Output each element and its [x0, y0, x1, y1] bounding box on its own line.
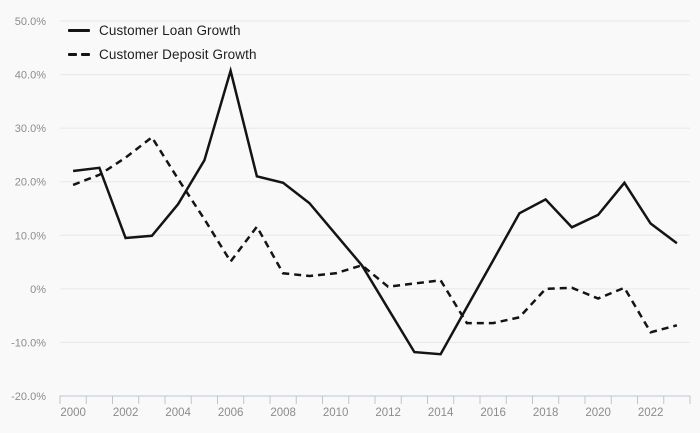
- x-axis-label: 2020: [585, 407, 611, 419]
- legend-label: Customer Loan Growth: [99, 22, 241, 38]
- y-axis-label: 0%: [30, 284, 46, 296]
- x-axis-label: 2008: [270, 407, 296, 419]
- y-axis-label: -20.0%: [11, 391, 46, 403]
- x-axis-label: 2010: [323, 407, 349, 419]
- y-axis-label: 30.0%: [15, 123, 46, 135]
- x-axis-label: 2012: [375, 407, 401, 419]
- x-axis-label: 2016: [480, 407, 506, 419]
- series-line-deposit-growth: [72, 135, 678, 334]
- legend-label: Customer Deposit Growth: [99, 46, 257, 62]
- y-axis-label: 40.0%: [15, 70, 46, 82]
- solid-line-marker-icon: [68, 28, 90, 32]
- x-axis-label: 2014: [428, 407, 454, 419]
- x-axis-label: 2006: [218, 407, 244, 419]
- y-axis-label: 10.0%: [15, 230, 46, 242]
- x-axis-label: 2018: [533, 407, 559, 419]
- x-axis-label: 2004: [165, 407, 191, 419]
- y-axis-label: -10.0%: [11, 337, 46, 349]
- series-line-loan-growth: [72, 66, 678, 356]
- dashed-line-marker-icon: [68, 52, 90, 56]
- x-axis-label: 2002: [113, 407, 139, 419]
- x-axis-label: 2000: [60, 407, 86, 419]
- chart-legend: Customer Loan Growth Customer Deposit Gr…: [68, 22, 257, 62]
- legend-item-loan-growth[interactable]: Customer Loan Growth: [68, 22, 257, 38]
- y-axis-label: 20.0%: [15, 177, 46, 189]
- y-axis-label: 50.0%: [15, 16, 46, 28]
- x-axis-label: 2022: [638, 407, 664, 419]
- legend-item-deposit-growth[interactable]: Customer Deposit Growth: [68, 46, 257, 62]
